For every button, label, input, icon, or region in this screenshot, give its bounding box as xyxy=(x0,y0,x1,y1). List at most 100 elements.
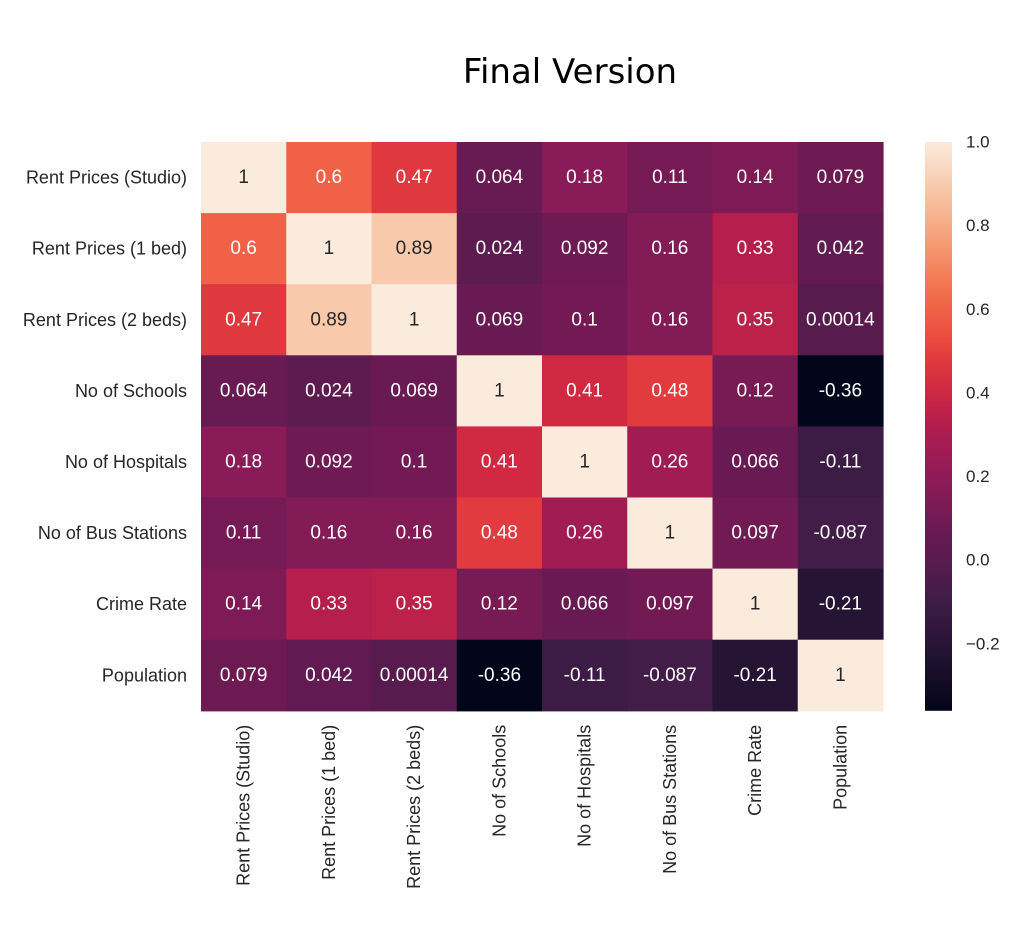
cell-value-label-r7-c6: -0.21 xyxy=(733,665,776,686)
colorbar-tick-label: 0.2 xyxy=(966,467,990,486)
heatmap-cell-r6-c1 xyxy=(286,568,373,641)
heatmap-cell-r7-c4 xyxy=(542,639,628,712)
heatmap-cell-r7-c0 xyxy=(201,639,287,712)
heatmap-cell-r5-c7 xyxy=(797,497,884,570)
heatmap-cell-r2-c4 xyxy=(542,284,628,356)
heatmap-cell-r6-c3 xyxy=(456,568,543,641)
cell-value-label-r2-c3: 0.069 xyxy=(476,309,524,330)
heatmap-cell-r3-c3 xyxy=(456,355,543,427)
heatmap-cell-r3-c0 xyxy=(201,355,287,427)
column-label-no-of-hospitals: No of Hospitals xyxy=(575,725,595,847)
column-label-no-of-bus-stations: No of Bus Stations xyxy=(660,725,680,874)
heatmap-cell-r0-c2 xyxy=(371,142,458,214)
heatmap-cell-r4-c7 xyxy=(797,426,884,499)
heatmap-cell-r1-c7 xyxy=(797,213,884,285)
heatmap-cell-r1-c1 xyxy=(286,213,373,285)
heatmap-cell-r7-c3 xyxy=(456,639,543,712)
heatmap-cell-r1-c4 xyxy=(542,213,628,285)
cell-value-label-r4-c4: 1 xyxy=(579,451,590,472)
cell-value-label-r5-c6: 0.097 xyxy=(731,523,779,544)
heatmap-cell-r0-c1 xyxy=(286,142,373,214)
cell-value-label-r3-c6: 0.12 xyxy=(737,380,774,401)
heatmap-cell-r4-c6 xyxy=(712,426,799,499)
cell-value-label-r1-c1: 1 xyxy=(324,238,335,259)
heatmap-cell-r5-c0 xyxy=(201,497,287,570)
colorbar: 1.0 0.8 0.6 0.4 0.2 0.0 −0.2 xyxy=(925,133,1000,711)
heatmap-cell-r3-c7 xyxy=(797,355,884,427)
cell-value-label-r1-c4: 0.092 xyxy=(561,238,609,259)
heatmap-cell-r1-c3 xyxy=(456,213,543,285)
cell-value-label-r5-c0: 0.11 xyxy=(226,523,262,544)
heatmap-cell-r7-c2 xyxy=(371,639,458,712)
cell-value-label-r6-c3: 0.12 xyxy=(481,594,518,615)
heatmap-cell-r0-c7 xyxy=(797,142,884,214)
heatmap-cell-r2-c2 xyxy=(371,284,458,356)
cell-value-label-r6-c0: 0.14 xyxy=(225,594,262,615)
cell-value-label-r5-c1: 0.16 xyxy=(310,523,347,544)
heatmap-cell-r1-c6 xyxy=(712,213,799,285)
heatmap-cell-r3-c2 xyxy=(371,355,458,427)
row-label-no-of-bus-stations: No of Bus Stations xyxy=(38,523,187,543)
heatmap-cell-r7-c7 xyxy=(797,639,884,712)
cell-value-label-r0-c1: 0.6 xyxy=(316,167,342,188)
cell-value-label-r2-c7: 0.00014 xyxy=(806,309,875,330)
cell-value-label-r5-c5: 1 xyxy=(665,523,676,544)
column-label-no-of-schools: No of Schools xyxy=(489,725,509,837)
cell-value-label-r0-c6: 0.14 xyxy=(737,167,774,188)
heatmap-cell-r6-c7 xyxy=(797,568,884,641)
heatmap-cell-r6-c0 xyxy=(201,568,287,641)
heatmap-cell-r0-c3 xyxy=(456,142,543,214)
cell-value-label-r5-c7: -0.087 xyxy=(813,523,867,544)
heatmap-cell-r3-c5 xyxy=(627,355,714,427)
cell-value-label-r2-c4: 0.1 xyxy=(571,309,597,330)
heatmap-cell-r3-c1 xyxy=(286,355,373,427)
heatmap-cell-r6-c4 xyxy=(542,568,628,641)
cell-value-label-r5-c3: 0.48 xyxy=(481,523,518,544)
cell-value-label-r0-c5: 0.11 xyxy=(652,167,688,188)
heatmap-cell-r2-c5 xyxy=(627,284,714,356)
colorbar-tick-label: 1.0 xyxy=(966,133,990,152)
heatmap-cell-r5-c6 xyxy=(712,497,799,570)
colorbar-tick-label: 0.0 xyxy=(966,551,990,570)
heatmap-cell-r4-c3 xyxy=(456,426,543,499)
cell-value-label-r4-c7: -0.11 xyxy=(819,451,861,472)
heatmap-cell-r6-c5 xyxy=(627,568,714,641)
cell-value-label-r7-c7: 1 xyxy=(835,665,846,686)
column-label-rent-prices-1-bed: Rent Prices (1 bed) xyxy=(319,725,339,880)
column-label-rent-prices-studio: Rent Prices (Studio) xyxy=(234,725,254,886)
cell-value-label-r3-c5: 0.48 xyxy=(651,380,688,401)
colorbar-tick-label: 0.4 xyxy=(966,383,990,402)
heatmap-cell-r5-c2 xyxy=(371,497,458,570)
colorbar-gradient xyxy=(925,142,952,711)
cell-value-label-r7-c2: 0.00014 xyxy=(380,665,449,686)
cell-value-label-r0-c3: 0.064 xyxy=(476,167,524,188)
cell-value-label-r7-c1: 0.042 xyxy=(305,665,353,686)
cell-value-label-r4-c1: 0.092 xyxy=(305,451,353,472)
cell-value-label-r6-c4: 0.066 xyxy=(561,594,609,615)
heatmap-cell-r7-c6 xyxy=(712,639,799,712)
heatmap-cell-r5-c5 xyxy=(627,497,714,570)
heatmap-cell-r3-c6 xyxy=(712,355,799,427)
cell-value-label-r3-c2: 0.069 xyxy=(390,380,438,401)
heatmap-cell-r3-c4 xyxy=(542,355,628,427)
cell-value-label-r2-c0: 0.47 xyxy=(225,309,262,330)
cell-value-label-r1-c6: 0.33 xyxy=(737,238,774,259)
heatmap-cell-r2-c1 xyxy=(286,284,373,356)
cell-value-label-r7-c3: -0.36 xyxy=(478,665,521,686)
row-label-no-of-hospitals: No of Hospitals xyxy=(65,452,187,472)
heatmap-cell-r7-c1 xyxy=(286,639,373,712)
cell-value-label-r4-c3: 0.41 xyxy=(481,451,518,472)
heatmap-cell-r2-c3 xyxy=(456,284,543,356)
column-label-rent-prices-2-beds: Rent Prices (2 beds) xyxy=(404,725,424,889)
cell-value-label-r0-c4: 0.18 xyxy=(566,167,603,188)
cell-value-label-r3-c0: 0.064 xyxy=(220,380,268,401)
colorbar-tick-label: 0.6 xyxy=(966,300,990,319)
heatmap-cell-r4-c5 xyxy=(627,426,714,499)
heatmap-cell-r5-c3 xyxy=(456,497,543,570)
row-label-rent-prices-2-beds: Rent Prices (2 beds) xyxy=(23,310,187,330)
cell-value-label-r7-c4: -0.11 xyxy=(564,665,606,686)
heatmap-cell-r1-c0 xyxy=(201,213,287,285)
